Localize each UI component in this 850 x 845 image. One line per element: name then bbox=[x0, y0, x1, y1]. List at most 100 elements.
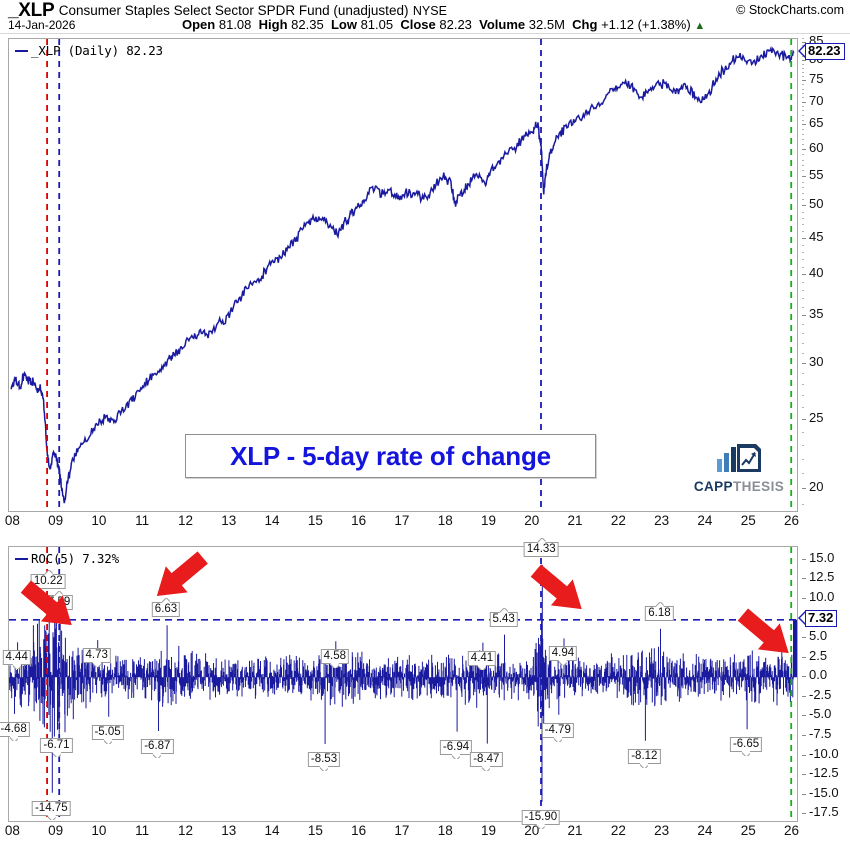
callout-tail bbox=[537, 824, 545, 829]
price-y-minor-tick bbox=[802, 224, 804, 226]
roc-trough-label: -8.53 bbox=[307, 752, 341, 768]
roc-legend-swatch bbox=[15, 558, 28, 560]
price-x-axis: 08 09 10 11 12 13 14 15 16 17 18 19 20 21 22 23 24 25 26 bbox=[4, 513, 800, 535]
price-y-minor-tick bbox=[802, 154, 804, 156]
price-legend-swatch bbox=[15, 50, 28, 52]
cappthesis-wordmark: CAPPTHESIS bbox=[686, 479, 792, 494]
roc-y-tick-label: 2.5 bbox=[809, 647, 828, 663]
price-x-tick-label: 09 bbox=[48, 513, 64, 528]
price-y-minor-tick bbox=[802, 119, 804, 121]
roc-trough-label: -8.47 bbox=[470, 751, 503, 767]
callout-tail bbox=[500, 608, 508, 613]
roc-y-tick-mark bbox=[802, 734, 806, 736]
price-y-tick-label: 20 bbox=[809, 478, 824, 494]
price-chart-panel[interactable]: _XLP (Daily) 82.23 bbox=[8, 38, 798, 512]
price-y-minor-tick bbox=[802, 64, 804, 66]
price-x-tick-label: 10 bbox=[91, 513, 107, 528]
high-value: 82.35 bbox=[291, 17, 324, 32]
price-y-minor-tick bbox=[802, 110, 804, 112]
quote-summary: Open 81.08 High 82.35 Low 81.05 Close 82… bbox=[182, 17, 705, 32]
roc-y-tick-label: 0.0 bbox=[809, 667, 828, 683]
open-value: 81.08 bbox=[218, 17, 252, 32]
price-x-tick-label: 26 bbox=[783, 513, 800, 528]
price-flag-arrow-icon bbox=[798, 43, 806, 60]
price-y-minor-tick bbox=[802, 458, 804, 460]
roc-x-tick-label: 22 bbox=[610, 823, 626, 838]
price-x-tick-label: 08 bbox=[4, 513, 20, 528]
annotation-textbox[interactable]: XLP - 5-day rate of change bbox=[185, 434, 596, 478]
roc-peak-label: 4.44 bbox=[2, 650, 31, 666]
price-y-minor-tick bbox=[802, 84, 804, 86]
price-x-tick-label: 15 bbox=[307, 513, 323, 528]
roc-trough-label: -6.71 bbox=[40, 737, 73, 753]
price-y-tick-label: 55 bbox=[809, 166, 824, 182]
roc-trough-label: -6.65 bbox=[729, 737, 763, 753]
roc-y-axis: 15.012.510.07.55.02.50.0-2.5-5.0-7.5-10.… bbox=[800, 546, 850, 822]
callout-tail bbox=[153, 753, 161, 758]
roc-x-tick-label: 13 bbox=[221, 823, 237, 838]
price-y-minor-tick bbox=[802, 68, 804, 70]
roc-y-tick-label: -5.0 bbox=[809, 706, 832, 722]
roc-y-tick-label: 5.0 bbox=[809, 627, 828, 643]
price-x-tick-label: 17 bbox=[394, 513, 410, 528]
roc-peak-label: 14.33 bbox=[523, 541, 559, 557]
vertical-markers-roc-plot bbox=[46, 547, 793, 821]
roc-legend-label: ROC(5) 7.32% bbox=[31, 551, 119, 566]
roc-peak-label: 4.94 bbox=[548, 646, 578, 662]
volume-value: 32.5M bbox=[528, 17, 565, 32]
close-value: 82.23 bbox=[439, 17, 472, 32]
price-x-tick-label: 16 bbox=[351, 513, 367, 528]
price-y-minor-tick bbox=[802, 105, 804, 107]
callout-tail bbox=[104, 739, 112, 744]
roc-trough-label: -4.79 bbox=[541, 722, 574, 738]
price-y-minor-tick bbox=[802, 352, 804, 354]
roc-y-tick-mark bbox=[802, 793, 806, 795]
price-x-tick-label: 11 bbox=[135, 513, 150, 528]
price-y-tick-mark bbox=[802, 237, 806, 239]
header-title-line: _XLP Consumer Staples Select Sector SPDR… bbox=[8, 0, 447, 22]
arrow-2026-now bbox=[729, 600, 802, 670]
roc-peak-label: 4.41 bbox=[467, 650, 497, 666]
callout-tail bbox=[482, 766, 490, 771]
logo-part2: THESIS bbox=[732, 479, 785, 494]
roc-x-tick-label: 26 bbox=[783, 823, 800, 838]
price-y-minor-tick bbox=[802, 88, 804, 90]
price-y-minor-tick bbox=[802, 431, 804, 433]
price-y-minor-tick bbox=[802, 143, 804, 145]
low-label: Low bbox=[330, 17, 357, 32]
price-x-tick-label: 23 bbox=[654, 513, 670, 528]
price-y-tick-label: 40 bbox=[809, 265, 824, 281]
price-y-tick-mark bbox=[802, 205, 806, 207]
price-y-minor-tick bbox=[802, 164, 804, 166]
price-plot-area[interactable] bbox=[9, 39, 797, 511]
roc-x-tick-label: 25 bbox=[740, 823, 756, 838]
callout-tail bbox=[44, 570, 52, 575]
roc-x-tick-label: 14 bbox=[264, 823, 280, 838]
price-y-tick-mark bbox=[802, 315, 806, 317]
roc-chart-panel[interactable]: ROC(5) 7.32% bbox=[8, 546, 798, 822]
price-y-tick-mark bbox=[802, 274, 806, 276]
callout-tail bbox=[93, 662, 101, 667]
price-y-minor-tick bbox=[802, 92, 804, 94]
roc-x-tick-label: 21 bbox=[567, 823, 583, 838]
roc-series-svg bbox=[9, 564, 797, 802]
roc-x-tick-label: 11 bbox=[135, 823, 150, 838]
price-y-minor-tick bbox=[802, 281, 804, 283]
price-y-minor-tick bbox=[802, 38, 804, 39]
roc-plot-area[interactable] bbox=[9, 547, 797, 821]
roc-y-tick-label: -12.5 bbox=[809, 765, 839, 781]
callout-tail bbox=[537, 538, 545, 543]
price-flag-value: 82.23 bbox=[805, 43, 845, 61]
price-y-minor-tick bbox=[802, 324, 804, 326]
roc-y-tick-mark bbox=[802, 813, 806, 815]
change-label: Chg bbox=[572, 17, 598, 32]
close-label: Close bbox=[400, 17, 436, 32]
price-y-minor-tick bbox=[802, 231, 804, 233]
roc-y-tick-mark bbox=[802, 558, 806, 560]
callout-tail bbox=[452, 754, 460, 759]
roc-trough-label: -6.87 bbox=[141, 739, 174, 755]
price-legend: _XLP (Daily) 82.23 bbox=[15, 43, 163, 58]
price-series-svg bbox=[10, 45, 795, 504]
roc-bars bbox=[9, 564, 797, 802]
price-y-minor-tick bbox=[802, 244, 804, 246]
